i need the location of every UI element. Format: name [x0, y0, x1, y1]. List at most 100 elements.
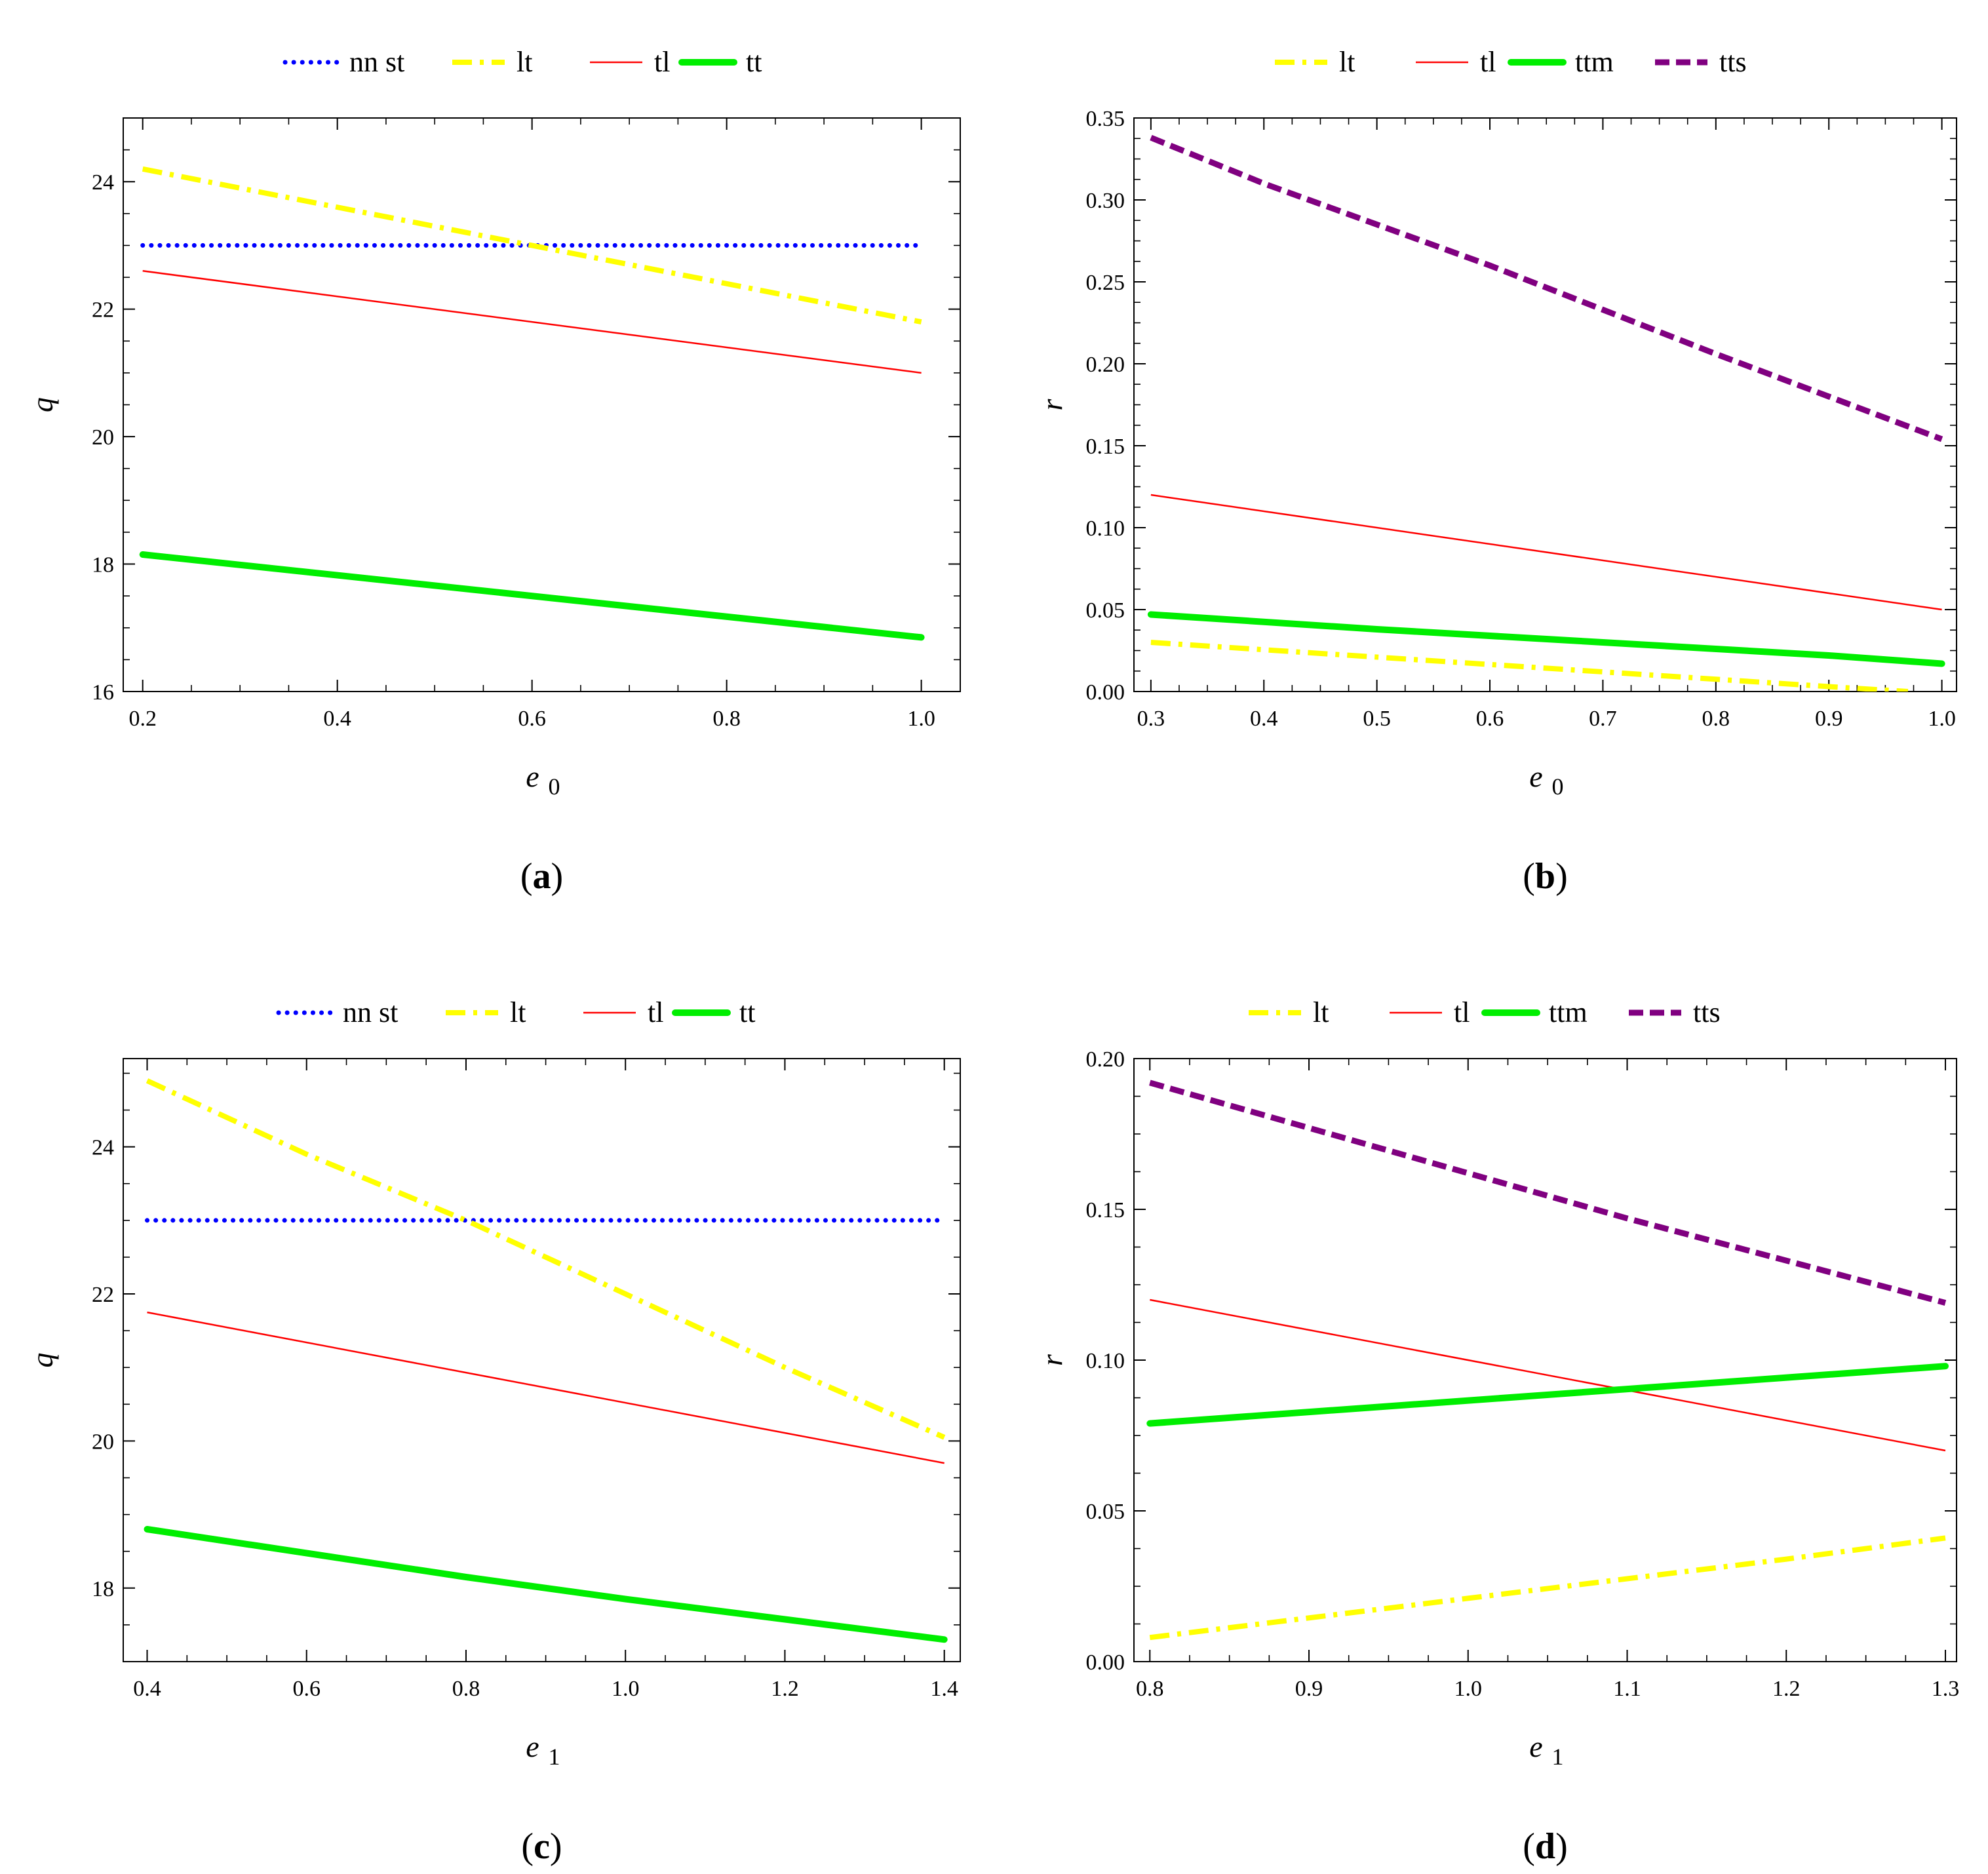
y-tick-label: 0.05 — [1086, 598, 1125, 623]
x-tick-label: 0.9 — [1295, 1677, 1323, 1701]
legend-label-lt: lt — [510, 996, 526, 1028]
panel-caption: (b) — [1523, 856, 1567, 897]
x-tick-label: 1.0 — [612, 1677, 640, 1701]
x-axis-label-subscript: 1 — [549, 1744, 560, 1770]
y-tick-label: 0.10 — [1086, 517, 1125, 541]
legend-label-ttm: ttm — [1575, 46, 1614, 78]
y-axis-label: r — [1035, 398, 1068, 410]
x-tick-label: 1.2 — [1772, 1677, 1801, 1701]
x-tick-label: 1.2 — [771, 1677, 799, 1701]
x-tick-label: 0.6 — [292, 1677, 321, 1701]
x-tick-label: 1.4 — [930, 1677, 958, 1701]
legend-label-lt: lt — [1313, 996, 1329, 1028]
y-tick-label: 16 — [92, 680, 114, 705]
legend-label-nn-st: nn st — [343, 996, 398, 1028]
x-tick-label: 1.0 — [1454, 1677, 1483, 1701]
y-tick-label: 0.00 — [1086, 680, 1125, 705]
legend-label-ttm: ttm — [1549, 996, 1588, 1028]
legend-label-tl: tl — [1454, 996, 1470, 1028]
x-tick-label: 0.8 — [1702, 707, 1730, 731]
x-axis-label: e — [526, 760, 539, 793]
series-line-lt — [1149, 1535, 1946, 1641]
series-line-tts — [1150, 134, 1943, 442]
y-tick-label: 0.10 — [1086, 1349, 1125, 1373]
x-tick-label: 0.4 — [323, 707, 351, 731]
y-tick-label: 0.35 — [1086, 107, 1125, 131]
plot-frame — [123, 117, 961, 692]
legend-label-tt: tt — [739, 996, 755, 1028]
series-line-tl — [142, 270, 922, 374]
chart-panel-a: 0.2 0.4 0.6 0.8 1.0 16 18 20 22 24 nn st lt tl tt e 0 q (… — [26, 46, 961, 897]
plot-frame — [1133, 1058, 1957, 1662]
y-tick-label: 0.15 — [1086, 1198, 1125, 1222]
y-tick-label: 0.20 — [1086, 1047, 1125, 1072]
plot-frame — [1133, 117, 1957, 692]
legend-label-tl: tl — [1480, 46, 1496, 78]
y-tick-label: 0.25 — [1086, 271, 1125, 295]
y-axis-label: r — [1035, 1354, 1068, 1366]
x-tick-label: 0.6 — [518, 707, 546, 731]
y-axis-label: q — [26, 1353, 59, 1368]
x-tick-label: 0.8 — [1136, 1677, 1164, 1701]
chart-panel-b: 0.3 0.4 0.5 0.6 0.7 0.8 0.9 1.0 0.00 0.05 0.10 0.15… — [1035, 46, 1957, 897]
y-tick-label: 0.15 — [1086, 435, 1125, 459]
y-tick-label: 18 — [92, 1577, 114, 1601]
x-tick-label: 0.6 — [1476, 707, 1504, 731]
y-tick-label: 0.20 — [1086, 353, 1125, 377]
x-tick-label: 0.5 — [1363, 707, 1391, 731]
y-tick-label: 20 — [92, 425, 114, 450]
panel-caption: (a) — [520, 856, 563, 897]
series-line-ttm — [1147, 611, 1945, 667]
chart-panel-d: 0.8 0.9 1.0 1.1 1.2 1.3 0.00 0.05 0.10 0.15 0.20 lt… — [1035, 996, 1960, 1867]
legend-label-tt: tt — [746, 46, 762, 78]
x-tick-label: 0.7 — [1589, 707, 1617, 731]
series-line-lt — [146, 1078, 946, 1440]
legend-label-tts: tts — [1693, 996, 1721, 1028]
x-tick-label: 0.4 — [133, 1677, 161, 1701]
x-tick-label: 0.4 — [1250, 707, 1278, 731]
y-tick-label: 0.05 — [1086, 1500, 1125, 1524]
x-tick-label: 1.0 — [1928, 707, 1956, 731]
x-tick-label: 1.0 — [907, 707, 935, 731]
legend-label-nn-st: nn st — [349, 46, 404, 78]
y-tick-label: 0.00 — [1086, 1650, 1125, 1675]
series-line-tl — [1150, 1298, 1946, 1452]
chart-panel-c: 0.4 0.6 0.8 1.0 1.2 1.4 18 20 22 24 nn st lt tl tt e 1 q… — [26, 996, 961, 1867]
legend-label-tl: tl — [654, 46, 670, 78]
series-line-tts — [1149, 1080, 1947, 1306]
x-tick-label: 1.1 — [1613, 1677, 1641, 1701]
y-tick-label: 24 — [92, 170, 114, 195]
series-line-tl — [147, 1311, 945, 1464]
plot-frame — [123, 1058, 961, 1662]
x-axis-label: e — [526, 1730, 539, 1763]
x-axis-label-subscript: 0 — [549, 773, 560, 800]
x-tick-label: 0.9 — [1815, 707, 1843, 731]
legend-label-tl: tl — [648, 996, 663, 1028]
y-tick-label: 0.30 — [1086, 189, 1125, 213]
series-line-tl — [1150, 494, 1942, 611]
legend-label-lt: lt — [516, 46, 532, 78]
x-tick-label: 0.3 — [1137, 707, 1165, 731]
x-tick-label: 0.8 — [452, 1677, 480, 1701]
legend-label-tts: tts — [1719, 46, 1747, 78]
y-axis-label: q — [26, 397, 59, 412]
x-axis-label: e — [1529, 760, 1542, 793]
y-tick-label: 24 — [92, 1136, 114, 1160]
y-tick-label: 22 — [92, 1283, 114, 1307]
y-tick-label: 22 — [92, 298, 114, 322]
series-line-tt — [144, 1526, 948, 1643]
series-line-lt — [142, 166, 922, 325]
panel-caption: (c) — [521, 1826, 562, 1867]
legend-label-lt: lt — [1339, 46, 1355, 78]
x-tick-label: 1.3 — [1932, 1677, 1960, 1701]
panel-caption: (d) — [1523, 1826, 1567, 1867]
y-tick-label: 20 — [92, 1430, 114, 1454]
x-axis-label: e — [1529, 1730, 1542, 1763]
series-line-tt — [139, 551, 925, 641]
y-tick-label: 18 — [92, 553, 114, 577]
series-line-ttm — [1146, 1363, 1949, 1427]
x-axis-label-subscript: 0 — [1552, 773, 1564, 800]
x-tick-label: 0.2 — [128, 707, 157, 731]
x-axis-label-subscript: 1 — [1552, 1744, 1564, 1770]
x-tick-label: 0.8 — [712, 707, 741, 731]
